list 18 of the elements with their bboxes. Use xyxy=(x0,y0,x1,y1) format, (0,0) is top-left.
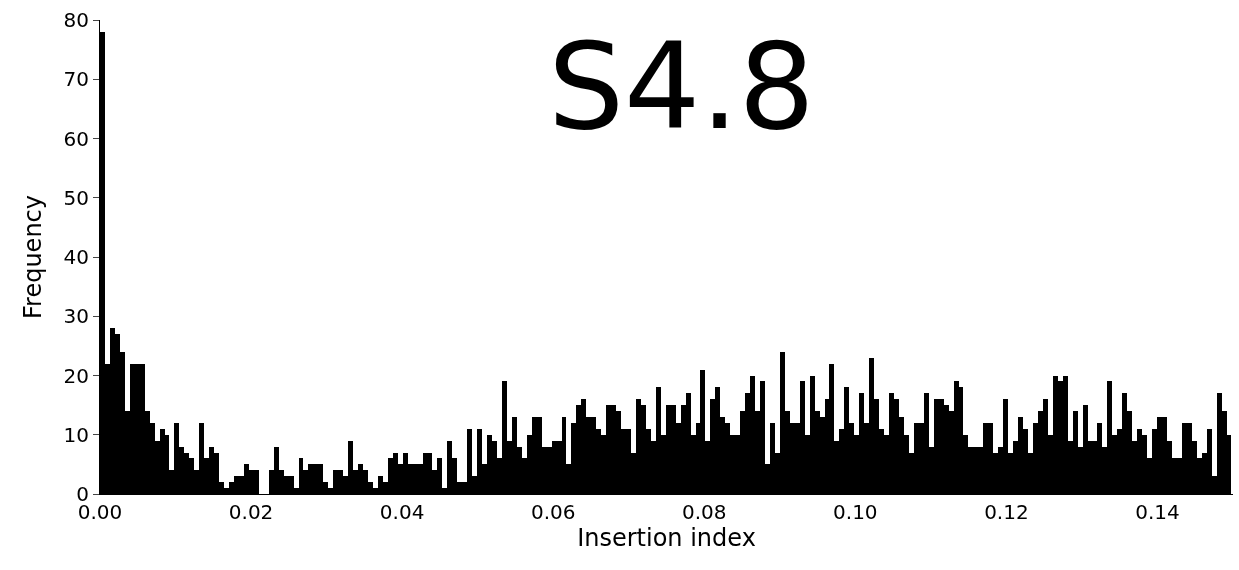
x-tick-label: 0.14 xyxy=(1135,500,1180,524)
y-tick-label: 80 xyxy=(63,8,89,32)
chart-title: S4.8 xyxy=(547,16,815,156)
x-tick-label: 0.10 xyxy=(833,500,878,524)
y-tick-label: 60 xyxy=(63,126,89,151)
y-axis-title: Frequency xyxy=(18,195,47,319)
x-axis-title: Insertion index xyxy=(577,524,756,553)
x-tick-label: 0.12 xyxy=(984,500,1029,524)
y-tick-label: 10 xyxy=(63,422,89,447)
x-tick-label: 0.06 xyxy=(530,500,576,524)
y-tick-label: 30 xyxy=(63,304,89,329)
x-tick-label: 0.04 xyxy=(379,500,425,524)
y-tick-label: 40 xyxy=(63,245,89,269)
y-tick-label: 20 xyxy=(63,363,89,388)
y-tick-label: 50 xyxy=(63,185,89,210)
x-tick-label: 0.02 xyxy=(228,500,274,524)
y-tick-label: 70 xyxy=(63,67,89,92)
x-tick-label: 0.08 xyxy=(682,500,727,524)
